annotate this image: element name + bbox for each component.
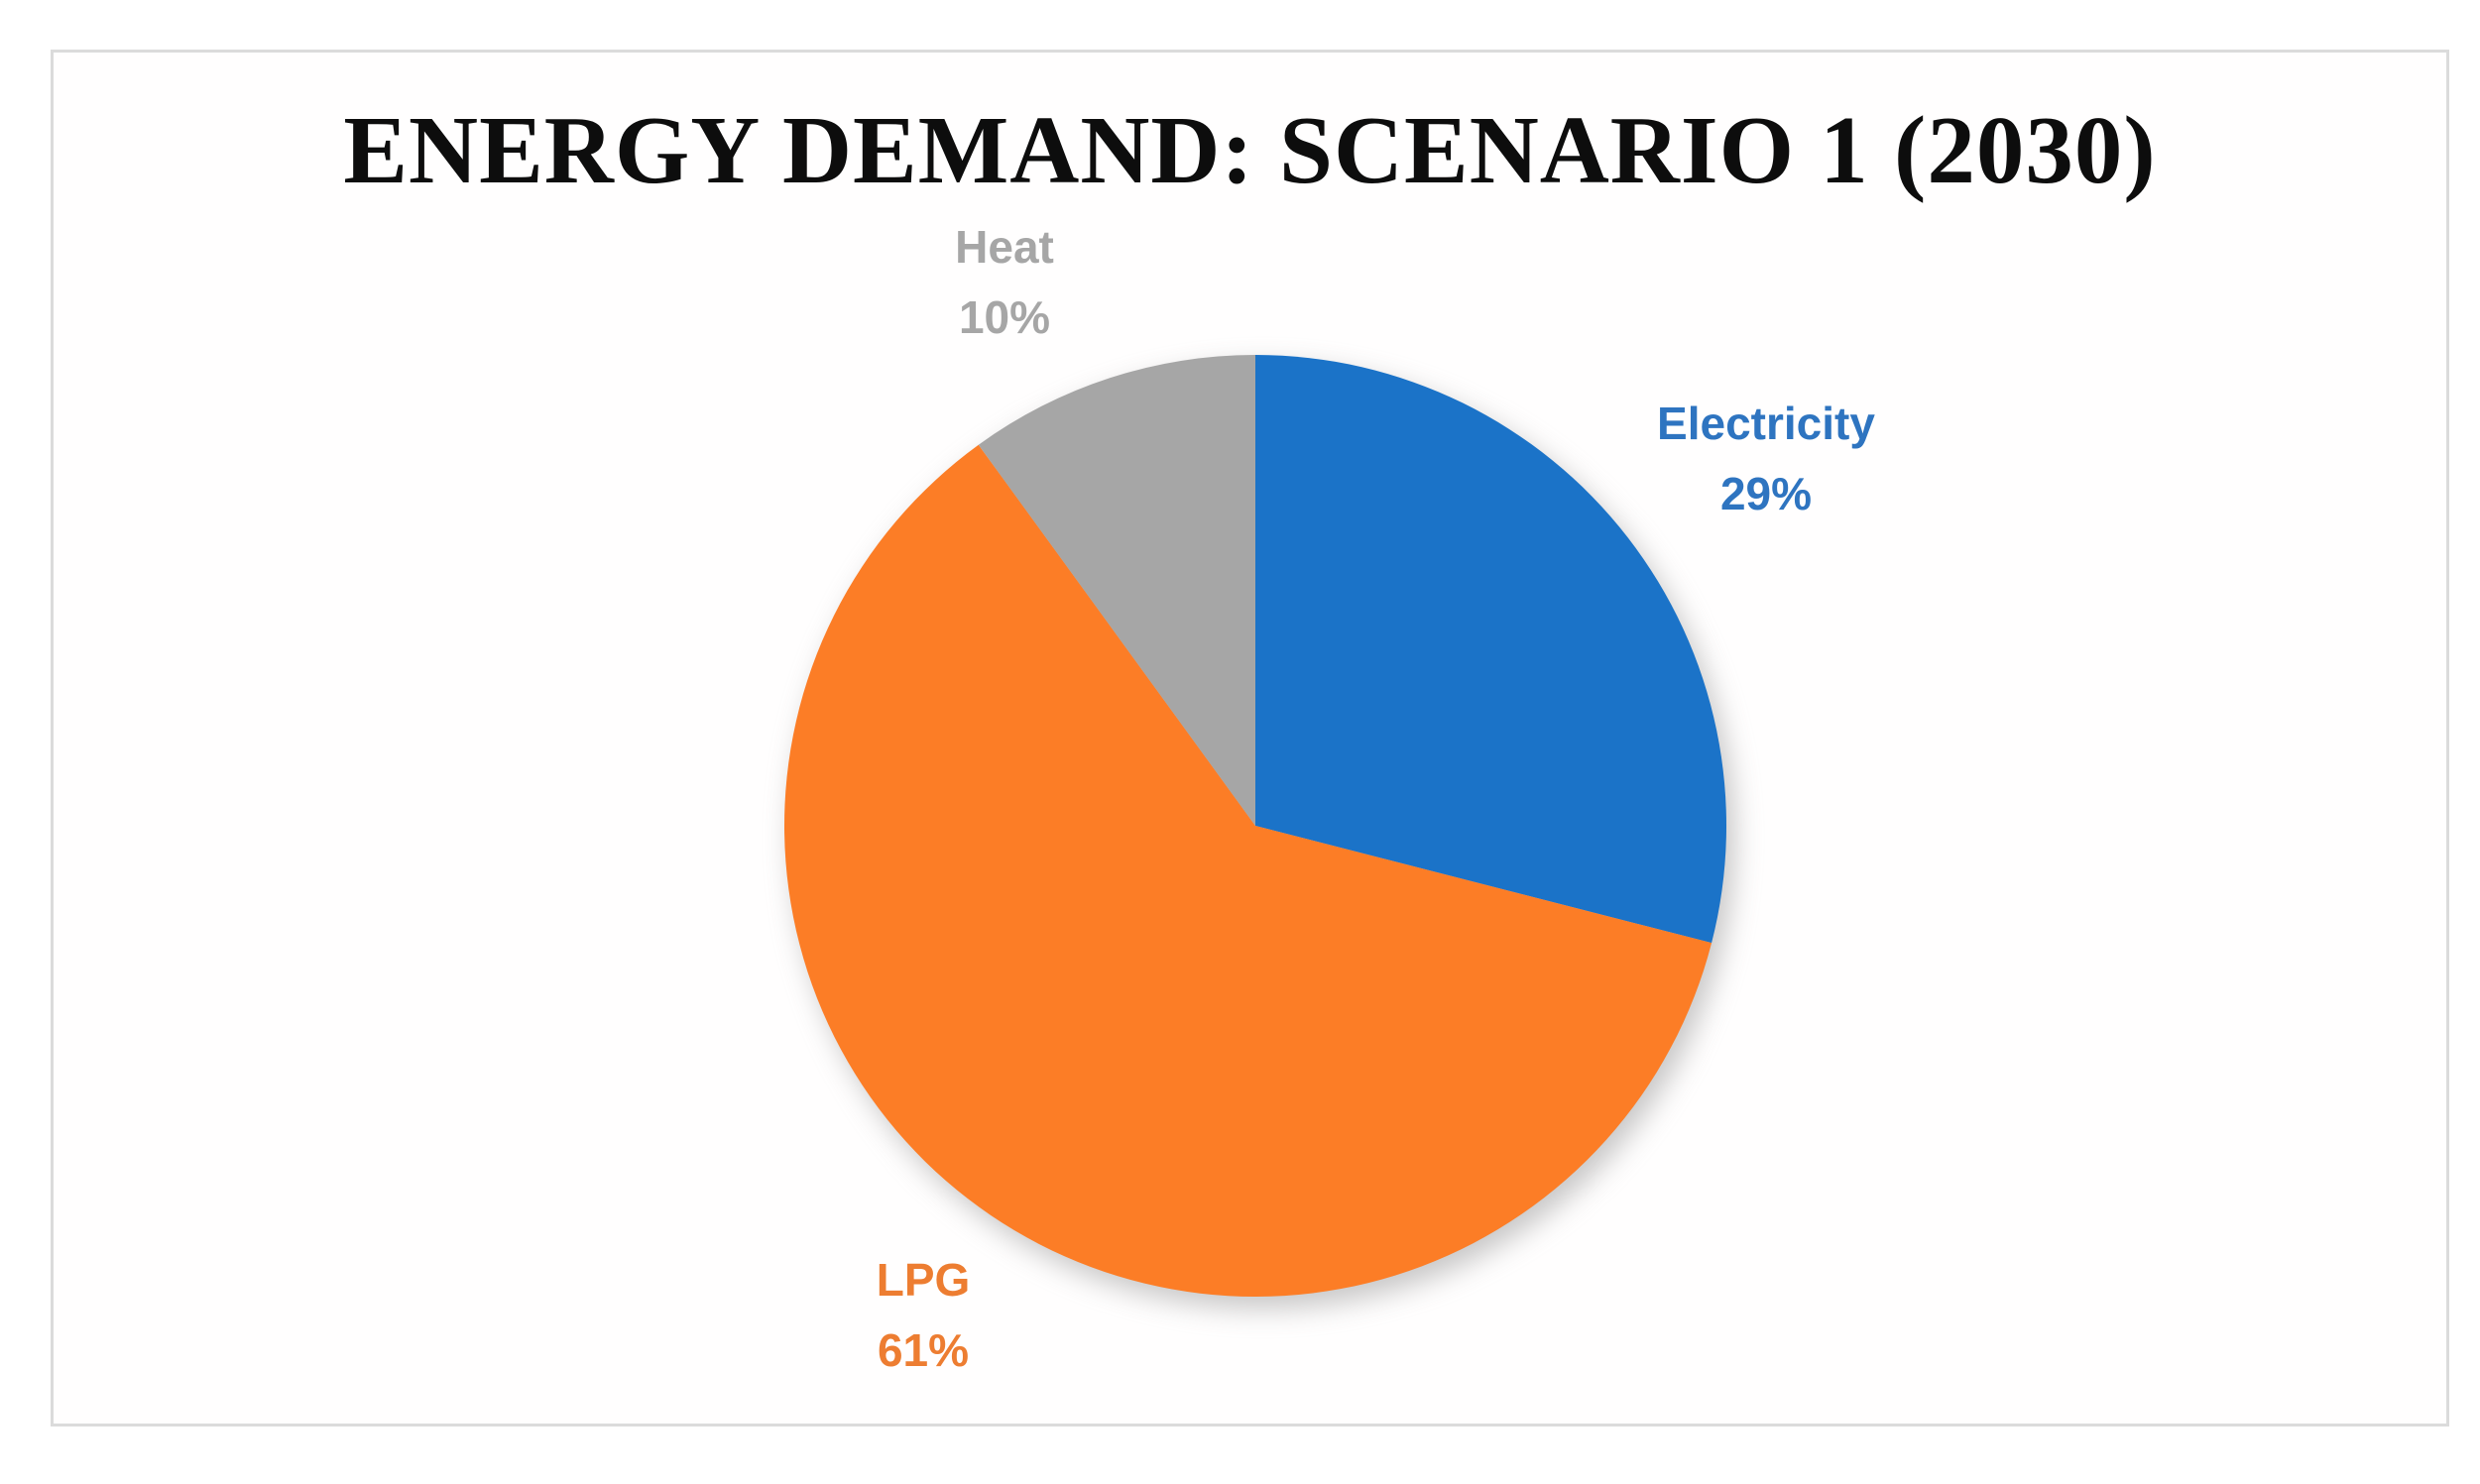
- chart-area: ENERGY DEMAND: SCENARIO 1 (2030) Electri…: [51, 50, 2449, 1427]
- chart-title: ENERGY DEMAND: SCENARIO 1 (2030): [343, 97, 2157, 203]
- pie-slice-lpg: [784, 444, 1712, 1297]
- slice-label-lpg: LPG 61%: [774, 1245, 1072, 1386]
- pie-chart: [784, 355, 1727, 1297]
- pie-slice-electricity: [1255, 355, 1727, 944]
- slice-label-electricity: Electricity 29%: [1568, 389, 1964, 529]
- slice-label-heat: Heat 10%: [856, 212, 1153, 353]
- slice-label-lpg-value: 61%: [877, 1324, 970, 1376]
- slice-label-electricity-name: Electricity: [1657, 398, 1875, 449]
- slice-label-electricity-value: 29%: [1719, 468, 1813, 519]
- slice-label-heat-value: 10%: [958, 291, 1051, 343]
- slice-label-lpg-name: LPG: [876, 1254, 971, 1306]
- pie-slice-heat: [978, 355, 1255, 826]
- slice-label-heat-name: Heat: [955, 221, 1054, 273]
